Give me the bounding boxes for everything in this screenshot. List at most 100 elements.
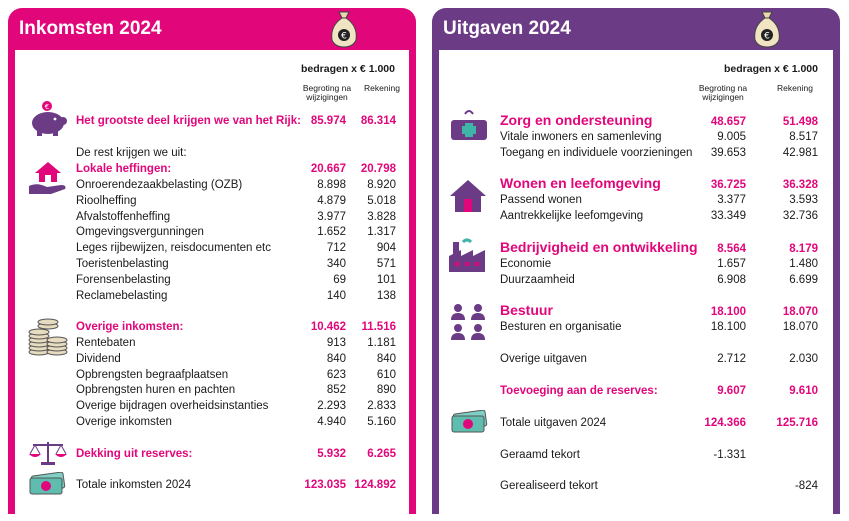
exp-zorg-item-label: Toegang en individuele voorzieningen xyxy=(500,146,693,159)
exp-wonen-account: 36.328 xyxy=(782,179,818,191)
expenses-panel: Uitgaven 2024 xyxy=(432,8,840,514)
exp-gerealiseerd-label: Gerealiseerd tekort xyxy=(500,480,598,492)
income-lokale-item-label: Reclamebelasting xyxy=(76,289,168,302)
income-total-account: 124.892 xyxy=(354,479,396,491)
income-body xyxy=(15,50,409,514)
income-lokale-item-budget: 340 xyxy=(326,258,346,270)
exp-zorg-label: Zorg en ondersteuning xyxy=(500,112,653,128)
income-overige-item-account: 840 xyxy=(376,352,396,365)
income-overige-item-budget: 840 xyxy=(326,352,346,365)
exp-bestuur-item-budget: 18.100 xyxy=(710,321,746,333)
income-lokale-item-account: 138 xyxy=(376,289,396,302)
income-lokale-item-budget: 1.652 xyxy=(317,226,346,239)
exp-gerealiseerd-account: -824 xyxy=(794,480,818,492)
income-lokale-label: Lokale heffingen: xyxy=(76,163,172,175)
income-lokale-item-account: 5.018 xyxy=(367,194,396,207)
income-overige-budget: 10.462 xyxy=(310,321,346,333)
income-main-row: Het grootste deel krijgen we van het Rij… xyxy=(76,114,406,129)
house-icon xyxy=(450,180,486,212)
coin-stack-icon xyxy=(28,318,68,356)
exp-bedrijf-item-label: Economie xyxy=(500,258,552,270)
exp-bedrijf-item-account: 1.480 xyxy=(789,258,818,270)
exp-wonen-item-account: 3.593 xyxy=(789,194,818,206)
income-overige-item-label: Overige inkomsten xyxy=(76,416,172,428)
exp-bedrijf-account: 8.179 xyxy=(789,243,818,255)
exp-wonen-item-budget: 3.377 xyxy=(717,194,746,206)
exp-wonen-budget: 36.725 xyxy=(710,179,746,191)
income-overige-item-label: Opbrengsten begraafplaatsen xyxy=(76,368,229,381)
income-lokale-item-account: 3.828 xyxy=(367,210,396,223)
income-lokale-item-label: Rioolheffing xyxy=(76,194,137,207)
house-hand-icon xyxy=(29,162,66,194)
exp-zorg-item-budget: 39.653 xyxy=(710,146,746,159)
exp-bedrijf-item-budget: 1.657 xyxy=(717,258,746,270)
exp-zorg-item-account: 42.981 xyxy=(782,146,818,159)
piggy-bank-icon: € xyxy=(32,101,67,136)
income-overige-item-account: 1.181 xyxy=(367,337,396,349)
people-icon xyxy=(451,304,485,340)
income-total-row: Totale inkomsten 2024 123.035 124.892 xyxy=(76,478,406,493)
income-col-budget: Begroting na wijzigingen xyxy=(302,83,352,102)
income-overige-item-budget: 913 xyxy=(326,337,346,349)
expenses-body xyxy=(439,50,833,514)
income-lokale-item-budget: 140 xyxy=(326,289,346,302)
factory-icon xyxy=(449,238,485,272)
exp-toevoeging-label: Toevoeging aan de reserves: xyxy=(500,385,658,397)
income-overige-item-account: 610 xyxy=(376,368,396,381)
income-total-budget: 123.035 xyxy=(304,479,346,491)
income-overige-item-label: Opbrengsten huren en pachten xyxy=(76,384,236,397)
exp-toevoeging-budget: 9.607 xyxy=(717,385,746,397)
income-dekking-budget: 5.932 xyxy=(317,448,346,460)
income-overige-item-account: 5.160 xyxy=(367,416,396,428)
exp-bestuur-item-label: Besturen en organisatie xyxy=(500,321,622,333)
exp-wonen-item-budget: 33.349 xyxy=(710,209,746,222)
income-lokale-item-label: Leges rijbewijzen, reisdocumenten etc xyxy=(76,242,271,255)
income-overige-item-account: 890 xyxy=(376,384,396,397)
income-rest-intro: De rest krijgen we uit: xyxy=(76,147,187,159)
exp-bestuur-item-account: 18.070 xyxy=(782,321,818,333)
banknote-icon xyxy=(451,410,488,433)
income-lokale-account: 20.798 xyxy=(360,163,396,175)
income-overige-item-account: 2.833 xyxy=(367,400,396,413)
svg-text:€: € xyxy=(764,32,770,42)
exp-bedrijf-item-account: 6.699 xyxy=(789,273,818,286)
income-lokale-budget: 20.667 xyxy=(310,163,346,175)
exp-geraamd-label: Geraamd tekort xyxy=(500,449,580,461)
svg-text:€: € xyxy=(45,103,49,111)
income-main-budget: 85.974 xyxy=(310,115,346,127)
income-lokale-item-account: 1.317 xyxy=(367,226,396,239)
exp-overig-budget: 2.712 xyxy=(717,353,746,365)
money-bag-icon: € xyxy=(754,11,780,48)
exp-wonen-item-label: Aantrekkelijke leefomgeving xyxy=(500,209,644,222)
income-lokale-item-label: Onroerendezaakbelasting (OZB) xyxy=(76,179,243,191)
banknote-icon xyxy=(29,472,66,495)
exp-bedrijf-item-label: Duurzaamheid xyxy=(500,273,575,286)
exp-total-label: Totale uitgaven 2024 xyxy=(500,417,607,429)
exp-bestuur-label: Bestuur xyxy=(500,302,553,318)
exp-zorg-item-label: Vitale inwoners en samenleving xyxy=(500,131,662,143)
income-overige-item-budget: 4.940 xyxy=(317,416,346,428)
exp-bedrijf-budget: 8.564 xyxy=(717,243,746,255)
exp-zorg-item-account: 8.517 xyxy=(789,131,818,143)
income-lokale-item-budget: 4.879 xyxy=(317,194,346,207)
expenses-col-account: Rekening xyxy=(777,83,813,93)
income-main-account: 86.314 xyxy=(360,115,396,127)
income-lokale-row: Lokale heffingen: 20.667 20.798 xyxy=(76,162,406,177)
exp-wonen-item-label: Passend wonen xyxy=(500,194,582,206)
income-overige-item-budget: 2.293 xyxy=(317,400,346,413)
income-dekking-row: Dekking uit reserves: 5.932 6.265 xyxy=(76,447,406,462)
income-main-label: Het grootste deel krijgen we van het Rij… xyxy=(76,115,301,127)
income-lokale-item-budget: 8.898 xyxy=(317,179,346,191)
expenses-title: Uitgaven 2024 xyxy=(443,18,571,39)
income-lokale-item-budget: 69 xyxy=(333,273,346,286)
exp-overig-account: 2.030 xyxy=(789,353,818,365)
exp-zorg-item-budget: 9.005 xyxy=(717,131,746,143)
income-overige-item-budget: 623 xyxy=(326,368,346,381)
income-overige-row: Overige inkomsten: 10.462 11.516 xyxy=(76,320,406,335)
income-lokale-item-label: Toeristenbelasting xyxy=(76,258,169,270)
exp-toevoeging-account: 9.610 xyxy=(789,385,818,397)
exp-geraamd-budget: -1.331 xyxy=(713,449,746,461)
exp-total-account: 125.716 xyxy=(776,417,818,429)
income-panel: Inkomsten 2024 xyxy=(8,8,416,514)
income-lokale-item-budget: 712 xyxy=(326,242,346,255)
